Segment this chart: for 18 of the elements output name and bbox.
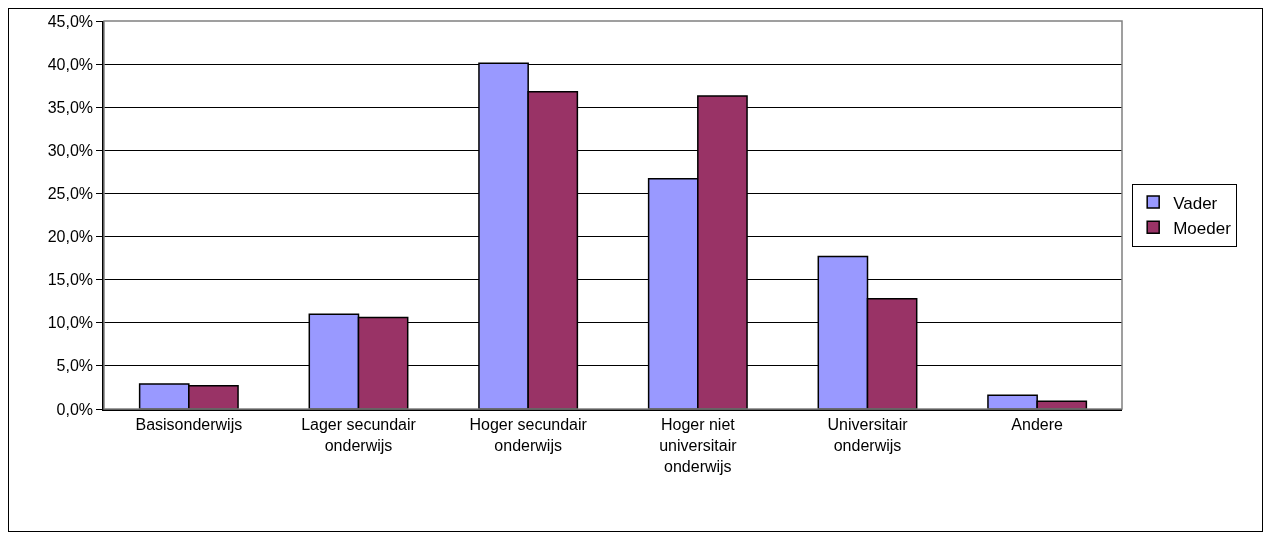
y-tick-label: 20,0% — [47, 228, 94, 246]
y-tick-label: 45,0% — [47, 12, 94, 30]
y-tick-label: 10,0% — [47, 314, 94, 332]
x-tick-label: Lager secundair onderwijs — [301, 415, 417, 454]
y-tick-label: 15,0% — [47, 271, 94, 289]
x-tick-label: Basisonderwijs — [135, 415, 243, 433]
x-tick-label: Hoger secundair onderwijs — [469, 415, 588, 454]
x-tick-label: Andere — [1011, 415, 1064, 433]
x-tick-label: Hoger niet universitair onderwijs — [659, 415, 738, 475]
y-tick-label: 40,0% — [47, 55, 94, 73]
y-tick-label: 0,0% — [56, 400, 94, 418]
y-tick-label: 25,0% — [47, 185, 94, 203]
y-tick-label: 35,0% — [47, 98, 94, 116]
legend-label: Moeder — [1173, 218, 1232, 238]
y-tick-label: 30,0% — [47, 141, 94, 159]
y-tick-label: 5,0% — [56, 357, 94, 375]
legend-label: Vader — [1173, 193, 1218, 213]
x-tick-label: Universitair onderwijs — [827, 415, 909, 454]
